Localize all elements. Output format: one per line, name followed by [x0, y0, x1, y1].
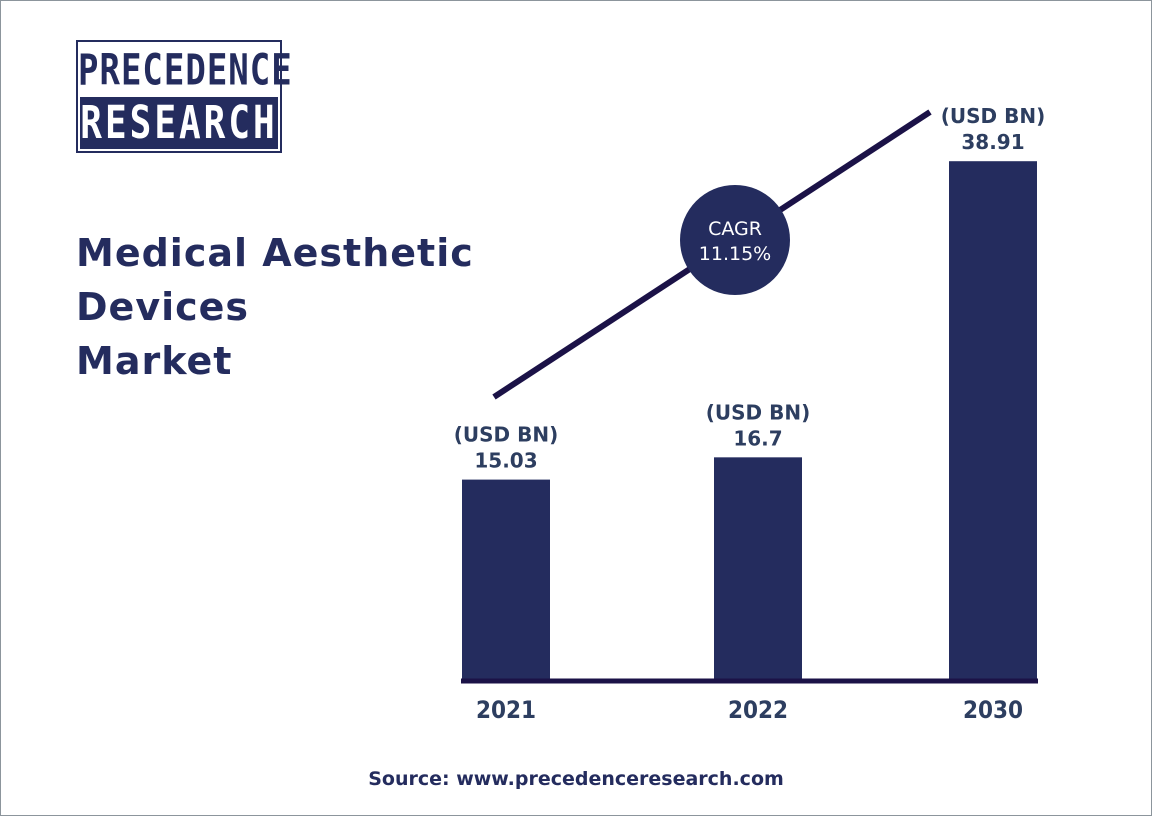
- source-credit: Source: www.precedenceresearch.com: [368, 768, 784, 790]
- logo-line-2: RESEARCH: [80, 97, 278, 149]
- bar-value-label-2030: 38.91: [961, 130, 1024, 154]
- bar-2021: [462, 479, 550, 680]
- cagr-label: CAGR: [708, 218, 762, 240]
- x-tick-label-2022: 2022: [728, 696, 788, 724]
- logo-line-1: PRECEDENCE: [78, 45, 293, 96]
- title-line-2: Devices: [76, 285, 250, 329]
- title-line-1: Medical Aesthetic: [76, 231, 474, 275]
- bar-2030: [949, 161, 1037, 680]
- bar-value-label-2021: 15.03: [474, 449, 537, 473]
- cagr-value: 11.15%: [699, 243, 771, 265]
- bar-2022: [714, 457, 802, 680]
- brand-logo: PRECEDENCE RESEARCH: [76, 40, 292, 153]
- bar-value-label-2022: 16.7: [733, 426, 782, 450]
- bar-unit-label-2030: (USD BN): [941, 104, 1045, 128]
- logo-line-2-band: RESEARCH: [80, 97, 278, 149]
- page-title: Medical Aesthetic Devices Market: [76, 226, 474, 388]
- bar-unit-label-2021: (USD BN): [454, 423, 558, 447]
- cagr-badge: [680, 185, 790, 295]
- bar-unit-label-2022: (USD BN): [706, 400, 810, 424]
- x-tick-label-2021: 2021: [476, 696, 536, 724]
- title-line-3: Market: [76, 339, 233, 383]
- x-tick-label-2030: 2030: [963, 696, 1023, 724]
